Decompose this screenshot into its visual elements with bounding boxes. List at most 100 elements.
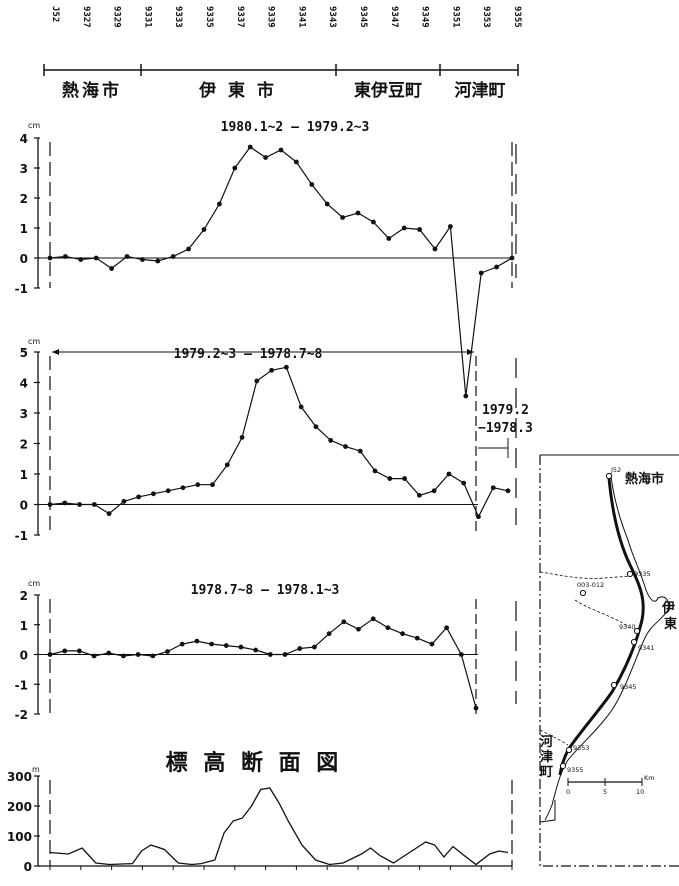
data-point	[135, 652, 141, 657]
data-point	[463, 393, 469, 399]
benchmark-label: 9337	[235, 6, 245, 28]
y-tick-label: 0	[24, 860, 32, 874]
data-point	[78, 257, 84, 262]
scale-unit: Km	[644, 774, 655, 782]
data-point	[446, 471, 452, 477]
map-benchmark-point	[559, 762, 567, 770]
profile-unit: m	[32, 765, 40, 774]
town-atami: 熱海市	[62, 80, 122, 101]
data-point	[402, 476, 407, 481]
chart-3-title: 1978.7~8 — 1978.1~3	[191, 583, 340, 598]
scale-10: 10	[636, 788, 644, 796]
data-point	[372, 468, 378, 474]
data-point	[170, 254, 176, 259]
benchmark-label: 9329	[112, 6, 122, 28]
data-point	[224, 462, 230, 468]
coastline	[544, 475, 669, 821]
chart-3-unit: cm	[28, 579, 40, 588]
y-tick-label: 3	[20, 407, 28, 421]
data-point	[448, 224, 453, 229]
map-benchmark-label: 9335	[634, 570, 651, 578]
y-tick-label: 2	[20, 192, 28, 206]
data-point	[91, 653, 97, 659]
data-point	[461, 480, 467, 486]
map-city-atami: 熱海市	[625, 471, 664, 487]
scale-0: 0	[566, 788, 570, 796]
chart-2-unit: cm	[28, 337, 40, 346]
data-point	[223, 643, 229, 648]
data-point	[458, 652, 464, 657]
data-point	[180, 485, 186, 491]
data-point	[232, 165, 238, 171]
benchmark-label: 9327	[81, 6, 91, 28]
benchmark-label: 9351	[450, 6, 460, 28]
data-point	[62, 648, 68, 654]
data-point	[267, 652, 273, 657]
map-benchmark-point	[633, 627, 641, 635]
data-point	[356, 626, 361, 632]
map-benchmark-label: 003-012	[577, 581, 604, 589]
data-point	[124, 254, 130, 259]
y-tick-label: 2	[20, 438, 28, 452]
profile-title: 標 高 断 面 図	[166, 750, 343, 776]
benchmark-label: 9339	[266, 6, 276, 28]
data-point	[400, 631, 405, 637]
data-point	[328, 438, 334, 443]
y-tick-label: 1	[20, 619, 28, 633]
benchmark-label: 9349	[420, 6, 430, 28]
map-benchmark-point	[605, 472, 613, 480]
data-point	[494, 264, 499, 270]
y-tick-label: 200	[7, 800, 32, 814]
data-point	[263, 155, 268, 160]
data-point	[416, 492, 422, 498]
y-tick-label: 300	[7, 770, 32, 784]
town-higashiizu: 東伊豆町	[354, 80, 422, 101]
map-scale-bar: 0 5 10 Km	[566, 774, 655, 796]
y-tick-label: -1	[15, 282, 28, 296]
chart-1-title: 1980.1~2 — 1979.2~3	[221, 120, 370, 135]
y-tick-label: -1	[15, 529, 28, 543]
data-point	[297, 646, 303, 651]
data-point	[294, 159, 299, 165]
series-line	[49, 366, 509, 519]
map-city-kawazu-2: 津	[540, 749, 553, 765]
map-city-ito-2: 東	[664, 616, 677, 632]
y-tick-label: -2	[15, 708, 28, 722]
benchmark-label: 9333	[173, 6, 183, 28]
map-benchmark-point	[610, 681, 618, 689]
data-point	[247, 144, 253, 150]
data-point	[476, 514, 481, 520]
map-benchmark-label: 9353	[573, 744, 590, 752]
data-point	[254, 378, 260, 384]
data-point	[355, 210, 361, 216]
y-tick-label: 3	[20, 162, 28, 176]
data-point	[282, 652, 288, 657]
chart-2-title: 1979.2~3 — 1978.7~8	[174, 347, 323, 362]
y-tick-label: 0	[20, 252, 28, 266]
data-point	[239, 435, 245, 440]
data-point	[324, 201, 330, 207]
map-city-kawazu-3: 町	[540, 765, 553, 780]
data-point	[312, 644, 317, 650]
data-point	[386, 236, 392, 241]
data-point	[278, 147, 284, 153]
data-point	[155, 258, 161, 264]
data-point	[385, 625, 391, 631]
scale-5: 5	[603, 788, 607, 796]
y-tick-label: 5	[20, 346, 28, 360]
map-benchmark-point	[630, 638, 638, 646]
map-benchmark-point	[579, 589, 587, 597]
data-point	[140, 257, 145, 262]
location-map: J52 9335 003-012 9340 9341 9345 9353 9355 熱海市 伊…	[539, 454, 679, 867]
chart-2-annotation-top: 1979.2	[482, 403, 529, 418]
data-point	[417, 227, 422, 232]
data-point	[401, 225, 407, 231]
map-benchmark-label: J52	[610, 466, 621, 474]
map-benchmark-label: 9341	[638, 644, 655, 652]
data-point	[63, 254, 68, 259]
data-point	[47, 502, 53, 507]
benchmark-header: J52 9327 9329 9331 9333 9335 9337 9339 9341 9343 9…	[43, 6, 522, 101]
data-point	[309, 182, 315, 187]
data-point	[313, 424, 319, 430]
data-point	[509, 255, 515, 261]
